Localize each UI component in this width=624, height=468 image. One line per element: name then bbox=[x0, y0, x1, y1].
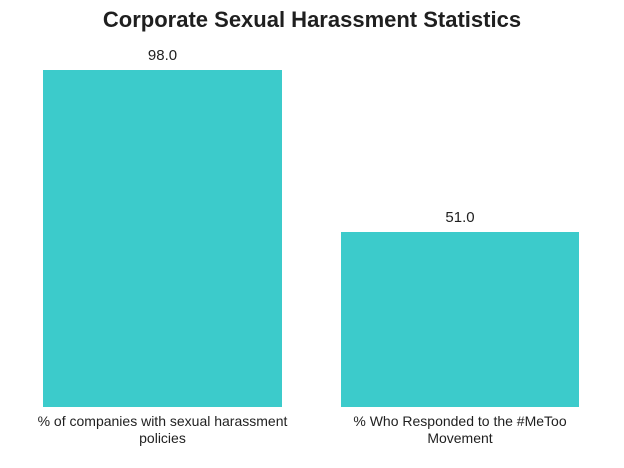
bar-group-policies: 98.0 bbox=[43, 47, 282, 407]
bar-metoo bbox=[341, 232, 579, 407]
category-label-policies: % of companies with sexual harassment po… bbox=[37, 413, 288, 446]
bar-value-label-metoo: 51.0 bbox=[445, 209, 475, 226]
bar-policies bbox=[43, 70, 282, 407]
bar-value-label-policies: 98.0 bbox=[147, 47, 178, 64]
bar-group-metoo: 51.0 bbox=[341, 209, 579, 407]
chart-title: Corporate Sexual Harassment Statistics bbox=[102, 7, 522, 32]
category-label-metoo: % Who Responded to the #MeToo Movement bbox=[353, 413, 567, 446]
